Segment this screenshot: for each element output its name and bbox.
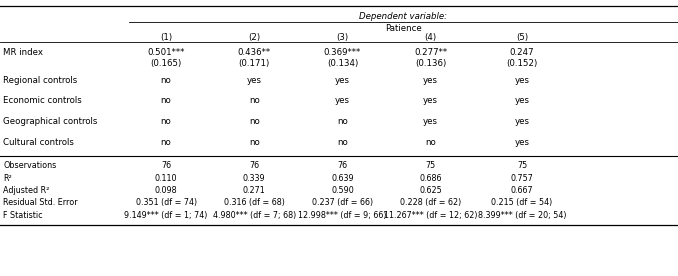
Text: (0.171): (0.171) [239, 59, 270, 68]
Text: Regional controls: Regional controls [3, 76, 78, 84]
Text: yes: yes [515, 138, 530, 147]
Text: 0.316 (df = 68): 0.316 (df = 68) [224, 198, 285, 207]
Text: no: no [249, 117, 260, 126]
Text: 0.339: 0.339 [243, 174, 266, 182]
Text: Observations: Observations [3, 161, 57, 170]
Text: 9.149*** (df = 1; 74): 9.149*** (df = 1; 74) [125, 211, 207, 220]
Text: 0.098: 0.098 [155, 186, 178, 195]
Text: (1): (1) [160, 33, 172, 42]
Text: 75: 75 [517, 161, 527, 170]
Text: no: no [249, 96, 260, 105]
Text: (0.136): (0.136) [415, 59, 446, 68]
Text: 0.686: 0.686 [419, 174, 442, 182]
Text: (3): (3) [336, 33, 348, 42]
Text: no: no [161, 138, 172, 147]
Text: Dependent variable:: Dependent variable: [359, 12, 447, 21]
Text: Adjusted R²: Adjusted R² [3, 186, 49, 195]
Text: 75: 75 [425, 161, 436, 170]
Text: (0.152): (0.152) [506, 59, 538, 68]
Text: yes: yes [335, 76, 350, 84]
Text: no: no [337, 138, 348, 147]
Text: 0.639: 0.639 [331, 174, 354, 182]
Text: (2): (2) [248, 33, 260, 42]
Text: no: no [425, 138, 436, 147]
Text: 11.267*** (df = 12; 62): 11.267*** (df = 12; 62) [384, 211, 477, 220]
Text: 0.215 (df = 54): 0.215 (df = 54) [492, 198, 553, 207]
Text: Patience: Patience [385, 25, 422, 33]
Text: (0.134): (0.134) [327, 59, 358, 68]
Text: 0.271: 0.271 [243, 186, 266, 195]
Text: yes: yes [247, 76, 262, 84]
Text: 76: 76 [250, 161, 259, 170]
Text: 0.436**: 0.436** [238, 49, 271, 57]
Text: Cultural controls: Cultural controls [3, 138, 75, 147]
Text: (4): (4) [424, 33, 437, 42]
Text: 0.590: 0.590 [331, 186, 354, 195]
Text: yes: yes [423, 76, 438, 84]
Text: 4.980*** (df = 7; 68): 4.980*** (df = 7; 68) [213, 211, 296, 220]
Text: yes: yes [515, 96, 530, 105]
Text: 0.501***: 0.501*** [147, 49, 185, 57]
Text: 12.998*** (df = 9; 66): 12.998*** (df = 9; 66) [298, 211, 386, 220]
Text: 0.369***: 0.369*** [324, 49, 361, 57]
Text: Economic controls: Economic controls [3, 96, 82, 105]
Text: Residual Std. Error: Residual Std. Error [3, 198, 78, 207]
Text: 0.625: 0.625 [419, 186, 442, 195]
Text: R²: R² [3, 174, 12, 182]
Text: no: no [161, 76, 172, 84]
Text: (5): (5) [516, 33, 528, 42]
Text: no: no [161, 117, 172, 126]
Text: 0.351 (df = 74): 0.351 (df = 74) [136, 198, 197, 207]
Text: 0.757: 0.757 [511, 174, 534, 182]
Text: yes: yes [515, 76, 530, 84]
Text: MR index: MR index [3, 49, 43, 57]
Text: 0.110: 0.110 [155, 174, 178, 182]
Text: no: no [337, 117, 348, 126]
Text: (0.165): (0.165) [151, 59, 182, 68]
Text: 8.399*** (df = 20; 54): 8.399*** (df = 20; 54) [478, 211, 566, 220]
Text: yes: yes [515, 117, 530, 126]
Text: 76: 76 [161, 161, 171, 170]
Text: yes: yes [423, 96, 438, 105]
Text: 0.228 (df = 62): 0.228 (df = 62) [400, 198, 461, 207]
Text: 0.237 (df = 66): 0.237 (df = 66) [312, 198, 373, 207]
Text: yes: yes [335, 96, 350, 105]
Text: yes: yes [423, 117, 438, 126]
Text: F Statistic: F Statistic [3, 211, 43, 220]
Text: 0.667: 0.667 [511, 186, 534, 195]
Text: no: no [249, 138, 260, 147]
Text: 76: 76 [338, 161, 347, 170]
Text: Geographical controls: Geographical controls [3, 117, 98, 126]
Text: no: no [161, 96, 172, 105]
Text: 0.247: 0.247 [510, 49, 534, 57]
Text: 0.277**: 0.277** [414, 49, 447, 57]
